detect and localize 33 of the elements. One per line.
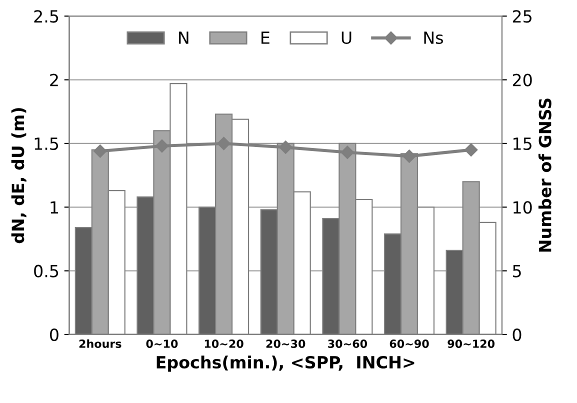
y-tick-label: 0: [50, 328, 58, 342]
point: [217, 136, 230, 150]
x-tick-label: 30~60: [328, 340, 368, 348]
y2-axis-title: Number of GNSS: [538, 98, 552, 252]
y2-tick-label: 10: [514, 201, 532, 214]
point: [279, 140, 292, 154]
y-tick-label: 2.5: [34, 10, 58, 23]
y2-tick-label: 0: [512, 328, 522, 342]
point: [464, 143, 478, 156]
x-axis-title: Epochs(min.), <SPP, INCH>: [156, 356, 414, 372]
x-tick-label: 2hours: [79, 339, 122, 348]
x-tick-label: 10~20: [204, 340, 244, 348]
y2-tick-label: 5: [513, 264, 521, 278]
y-tick-label: 2: [50, 74, 58, 86]
y2-tick-label: 20: [512, 74, 532, 86]
y-tick-label: 1.5: [34, 138, 58, 150]
x-tick-label: 0~10: [146, 340, 178, 348]
y-tick-label: 0.5: [34, 264, 58, 278]
point: [94, 144, 107, 158]
y-tick-label: 1: [50, 201, 58, 214]
x-tick-label: 20~30: [266, 340, 306, 348]
point: [155, 139, 169, 153]
legend-label: U: [342, 32, 352, 44]
point: [340, 146, 354, 159]
legend-label: E: [262, 32, 270, 44]
y2-tick-label: 15: [514, 138, 532, 150]
y-axis-title: dN, dE, dU (m): [11, 108, 26, 244]
legend-label: N: [179, 32, 188, 44]
legend-label: Ns: [424, 32, 443, 44]
x-tick-label: 60~90: [390, 340, 429, 348]
point: [402, 150, 416, 163]
y2-tick-label: 25: [512, 10, 532, 23]
x-tick-label: 90~120: [448, 340, 495, 348]
